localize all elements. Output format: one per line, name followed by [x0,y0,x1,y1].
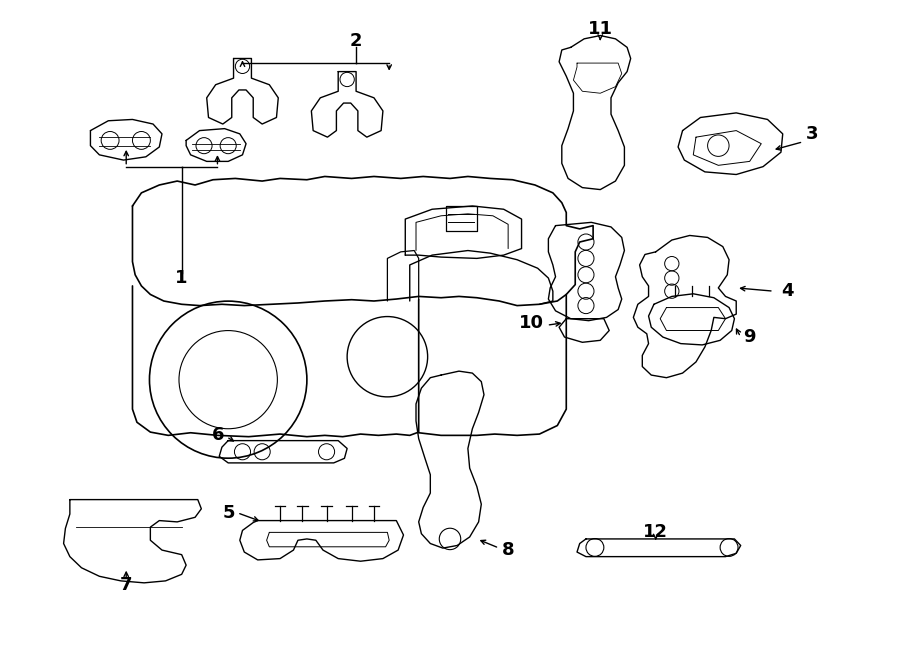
Text: 8: 8 [502,541,515,559]
Text: 6: 6 [212,426,225,444]
Text: 10: 10 [519,313,544,332]
Text: 1: 1 [176,269,188,287]
Text: 5: 5 [223,504,235,522]
Text: 3: 3 [806,125,818,143]
Text: 11: 11 [588,20,613,38]
Text: 12: 12 [644,524,668,541]
Text: 2: 2 [350,32,363,50]
Text: 4: 4 [781,282,794,300]
Text: 7: 7 [120,576,132,594]
Text: 9: 9 [743,328,756,346]
